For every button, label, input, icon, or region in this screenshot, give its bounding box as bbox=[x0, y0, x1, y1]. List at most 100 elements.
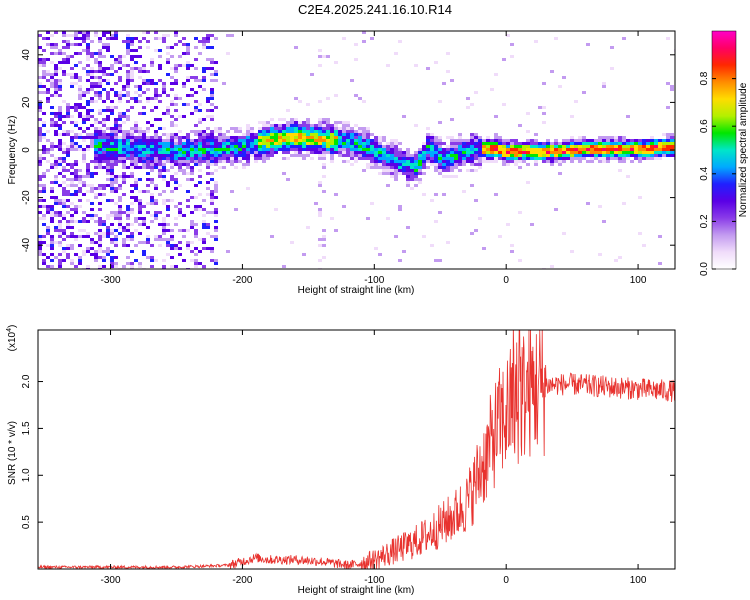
spectrogram-cell bbox=[158, 163, 162, 166]
spectrogram-cell bbox=[202, 160, 206, 163]
spectrogram-cell bbox=[366, 136, 370, 139]
spectrogram-cell bbox=[450, 151, 454, 154]
spectrogram-cell bbox=[110, 238, 114, 241]
spectrogram-cell bbox=[154, 238, 158, 241]
spectrogram-cell bbox=[614, 142, 618, 145]
spectrogram-cell bbox=[150, 178, 154, 181]
spectrogram-cell bbox=[70, 76, 74, 79]
spectrogram-cell bbox=[74, 37, 78, 40]
spectrogram-cell bbox=[306, 148, 310, 151]
spectrogram-cell bbox=[334, 133, 338, 136]
spectrogram-cell bbox=[506, 139, 510, 142]
spectrogram-cell bbox=[198, 151, 202, 154]
spectrogram-cell bbox=[54, 115, 58, 118]
spectrogram-cell bbox=[210, 97, 214, 100]
spectrogram-cell bbox=[438, 151, 442, 154]
spectrogram-cell bbox=[246, 142, 250, 145]
spectrogram-cell bbox=[498, 235, 502, 238]
spectrogram-cell bbox=[402, 163, 406, 166]
spectrogram-cell bbox=[98, 136, 102, 139]
spectrogram-cell bbox=[202, 37, 206, 40]
spectrogram-cell bbox=[130, 76, 134, 79]
spectrogram-cell bbox=[194, 265, 198, 268]
spectrogram-cell bbox=[254, 145, 258, 148]
spectrogram-cell bbox=[194, 151, 198, 154]
spectrogram-cell bbox=[398, 205, 402, 208]
spectrogram-cell bbox=[350, 148, 354, 151]
spectrogram-cell bbox=[506, 163, 510, 166]
spectrogram-cell bbox=[274, 145, 278, 148]
spectrogram-cell bbox=[98, 145, 102, 148]
spectrogram-cell bbox=[370, 154, 374, 157]
spectrogram-cell bbox=[106, 157, 110, 160]
spectrogram-cell bbox=[538, 106, 542, 109]
spectrogram-cell bbox=[554, 148, 558, 151]
spectrogram-cell bbox=[114, 229, 118, 232]
spectrogram-cell bbox=[38, 238, 42, 241]
spectrogram-cell bbox=[254, 139, 258, 142]
spectrogram-cell bbox=[566, 142, 570, 145]
spectrogram-cell bbox=[126, 82, 130, 85]
spectrogram-cell bbox=[162, 178, 166, 181]
spectrogram-cell bbox=[534, 133, 538, 136]
spectrogram-cell bbox=[54, 202, 58, 205]
spectrogram-cell bbox=[194, 154, 198, 157]
spectrogram-y-tick-label: -40 bbox=[21, 238, 32, 253]
spectrogram-cell bbox=[378, 160, 382, 163]
spectrogram-cell bbox=[98, 160, 102, 163]
spectrogram-cell bbox=[218, 139, 222, 142]
spectrogram-cell bbox=[166, 160, 170, 163]
spectrogram-cell bbox=[622, 154, 626, 157]
spectrogram-cell bbox=[134, 67, 138, 70]
spectrogram-cell bbox=[86, 118, 90, 121]
spectrogram-cell bbox=[126, 229, 130, 232]
spectrogram-cell bbox=[570, 139, 574, 142]
spectrogram-cell bbox=[122, 88, 126, 91]
spectrogram-cell bbox=[126, 70, 130, 73]
spectrogram-cell bbox=[574, 157, 578, 160]
spectrogram-cell bbox=[138, 46, 142, 49]
spectrogram-cell bbox=[534, 151, 538, 154]
spectrogram-cell bbox=[394, 142, 398, 145]
spectrogram-cell bbox=[610, 139, 614, 142]
spectrogram-cell bbox=[142, 130, 146, 133]
spectrogram-cell bbox=[190, 142, 194, 145]
spectrogram-cell bbox=[446, 157, 450, 160]
spectrogram-cell bbox=[138, 88, 142, 91]
spectrogram-cell bbox=[122, 163, 126, 166]
spectrogram-cell bbox=[94, 151, 98, 154]
spectrogram-cell bbox=[206, 187, 210, 190]
spectrogram-cell bbox=[210, 172, 214, 175]
spectrogram-cell bbox=[438, 172, 442, 175]
spectrogram-cell bbox=[58, 118, 62, 121]
spectrogram-cell bbox=[98, 184, 102, 187]
spectrogram-cell bbox=[42, 157, 46, 160]
spectrogram-cell bbox=[122, 175, 126, 178]
spectrogram-cell bbox=[90, 136, 94, 139]
spectrogram-cell bbox=[62, 121, 66, 124]
spectrogram-cell bbox=[174, 109, 178, 112]
spectrogram-cell bbox=[138, 145, 142, 148]
spectrogram-cell bbox=[290, 142, 294, 145]
spectrogram-cell bbox=[238, 142, 242, 145]
spectrogram-cell bbox=[82, 121, 86, 124]
spectrogram-cell bbox=[46, 229, 50, 232]
spectrogram-cell bbox=[330, 142, 334, 145]
spectrogram-cell bbox=[290, 127, 294, 130]
spectrogram-cell bbox=[50, 106, 54, 109]
spectrogram-cell bbox=[198, 52, 202, 55]
spectrogram-cell bbox=[114, 142, 118, 145]
spectrogram-cell bbox=[42, 184, 46, 187]
spectrogram-cell bbox=[230, 136, 234, 139]
spectrogram-cell bbox=[642, 139, 646, 142]
spectrogram-cell bbox=[258, 157, 262, 160]
spectrogram-cell bbox=[330, 148, 334, 151]
spectrogram-cell bbox=[182, 259, 186, 262]
spectrogram-cell bbox=[470, 160, 474, 163]
spectrogram-cell bbox=[114, 163, 118, 166]
spectrogram-cell bbox=[98, 232, 102, 235]
spectrogram-cell bbox=[126, 157, 130, 160]
spectrogram-cell bbox=[50, 235, 54, 238]
spectrogram-cell bbox=[114, 82, 118, 85]
spectrogram-cell bbox=[646, 154, 650, 157]
